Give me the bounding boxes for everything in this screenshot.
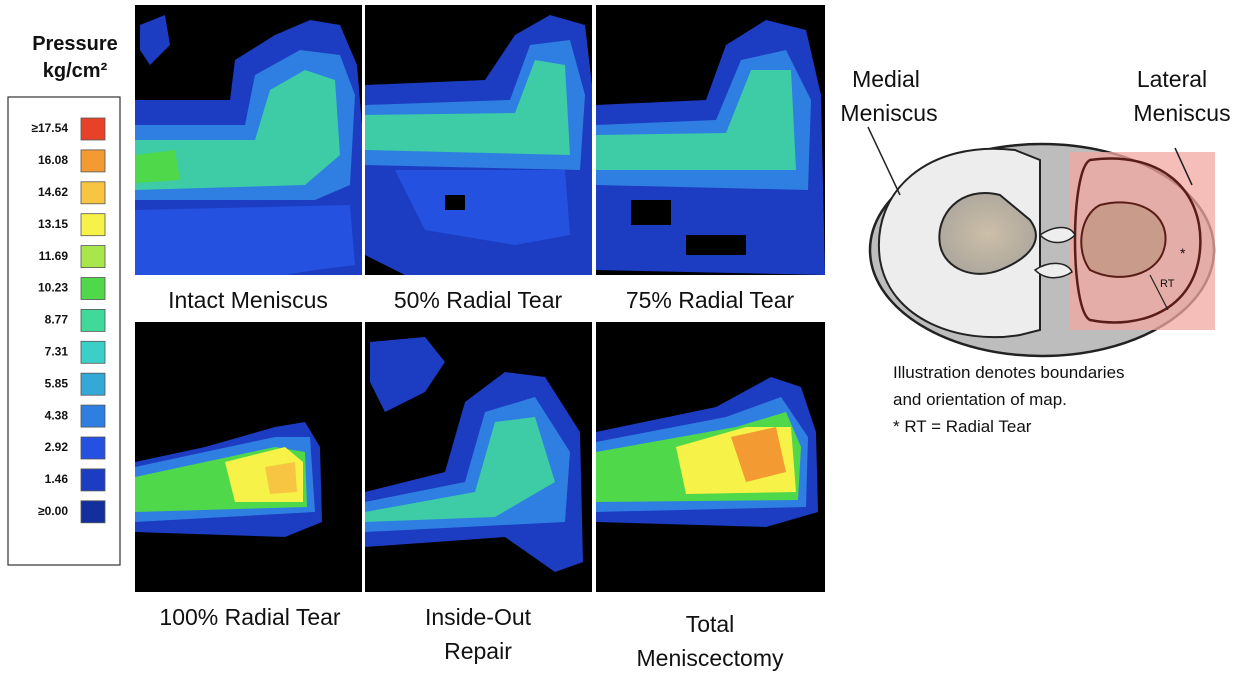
rt-label: RT (1160, 278, 1175, 290)
panel-label: Meniscectomy (637, 645, 784, 671)
panel-label: 100% Radial Tear (159, 604, 340, 630)
legend-label: 4.38 (45, 408, 69, 422)
legend-swatch (80, 277, 106, 300)
legend-label: 1.46 (45, 472, 69, 486)
medial-label: Meniscus (840, 100, 937, 126)
legend-swatch (80, 181, 106, 205)
panel-label: Total (686, 611, 735, 637)
legend-swatch (80, 468, 106, 492)
legend-items: ≥17.54 16.08 14.62 13.15 11.69 10.23 8.77 7.31 5… (31, 117, 106, 524)
legend-label: 16.08 (38, 153, 68, 167)
panel-labels: Intact Meniscus 50% Radial Tear 75% Radial… (159, 287, 794, 671)
medial-label: Medial (852, 66, 920, 92)
lateral-label: Meniscus (1133, 100, 1230, 126)
legend-swatch (80, 117, 106, 141)
legend-unit: kg/cm² (43, 60, 108, 82)
legend-swatch (80, 340, 106, 364)
legend-label: 5.85 (45, 376, 69, 390)
legend-title: Pressure (32, 33, 118, 55)
knee-illustration (867, 126, 1216, 358)
panel-label: Inside-Out (425, 604, 532, 630)
legend-label: ≥0.00 (38, 504, 68, 518)
legend-swatch (80, 500, 106, 524)
legend-swatch (80, 149, 106, 173)
star-label: * (1180, 245, 1186, 261)
legend-swatch (80, 308, 106, 332)
legend-label: 14.62 (38, 185, 68, 199)
legend-label: 7.31 (45, 344, 69, 358)
pressure-map (365, 322, 592, 592)
pressure-map (365, 5, 592, 275)
legend-swatch (80, 372, 106, 396)
legend-swatch (80, 436, 106, 460)
pressure-map (596, 5, 825, 275)
legend-label: 11.69 (39, 249, 69, 263)
caption: Illustration denotes boundaries (893, 363, 1125, 382)
panel-label: Intact Meniscus (168, 287, 328, 313)
legend-label: 8.77 (45, 313, 69, 327)
caption: * RT = Radial Tear (893, 417, 1032, 436)
legend-swatch (80, 404, 106, 428)
panel-label: 50% Radial Tear (394, 287, 563, 313)
pressure-map (596, 322, 825, 592)
legend-label: ≥17.54 (31, 121, 68, 135)
legend-label: 2.92 (45, 440, 69, 454)
panel-label: Repair (444, 638, 512, 664)
legend-swatch (80, 245, 106, 269)
lateral-label: Lateral (1137, 66, 1207, 92)
legend-label: 10.23 (38, 281, 68, 295)
legend-label: 13.15 (38, 217, 68, 231)
pressure-map (135, 5, 362, 275)
legend-swatch (80, 213, 106, 237)
caption: and orientation of map. (893, 390, 1067, 409)
panel-label: 75% Radial Tear (626, 287, 795, 313)
pressure-map (135, 322, 362, 592)
